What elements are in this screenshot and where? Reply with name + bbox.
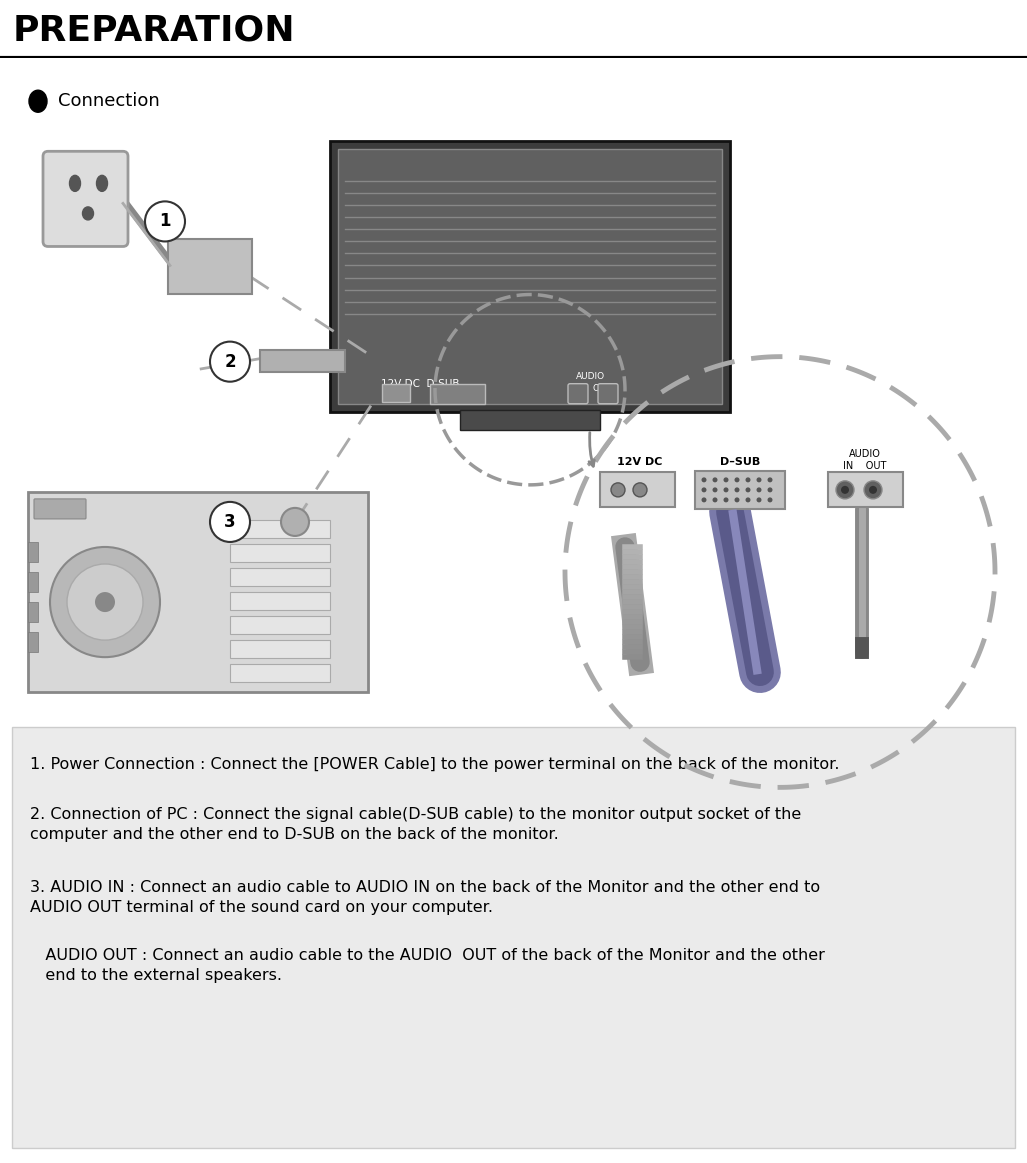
Circle shape bbox=[210, 342, 250, 381]
Circle shape bbox=[767, 487, 772, 492]
FancyBboxPatch shape bbox=[28, 572, 38, 592]
Ellipse shape bbox=[70, 176, 80, 192]
Circle shape bbox=[841, 486, 849, 494]
Circle shape bbox=[869, 486, 877, 494]
Circle shape bbox=[757, 498, 761, 502]
Circle shape bbox=[67, 564, 143, 640]
Circle shape bbox=[757, 477, 761, 483]
FancyBboxPatch shape bbox=[568, 384, 588, 404]
FancyBboxPatch shape bbox=[260, 350, 345, 372]
Text: 2. Connection of PC : Connect the signal cable(D-SUB cable) to the monitor outpu: 2. Connection of PC : Connect the signal… bbox=[30, 807, 801, 822]
FancyBboxPatch shape bbox=[598, 384, 618, 404]
Circle shape bbox=[723, 498, 728, 502]
Circle shape bbox=[50, 547, 160, 657]
Text: 1. Power Connection : Connect the [POWER Cable] to the power terminal on the bac: 1. Power Connection : Connect the [POWER… bbox=[30, 757, 839, 772]
Text: AUDIO: AUDIO bbox=[575, 372, 605, 381]
Circle shape bbox=[864, 480, 882, 499]
Circle shape bbox=[734, 498, 739, 502]
Circle shape bbox=[723, 477, 728, 483]
FancyBboxPatch shape bbox=[34, 499, 86, 519]
Circle shape bbox=[96, 592, 115, 612]
Circle shape bbox=[713, 498, 718, 502]
Circle shape bbox=[767, 477, 772, 483]
Circle shape bbox=[734, 487, 739, 492]
Text: 1: 1 bbox=[159, 213, 170, 230]
Text: D–SUB: D–SUB bbox=[720, 457, 760, 466]
FancyBboxPatch shape bbox=[28, 633, 38, 652]
FancyBboxPatch shape bbox=[28, 492, 368, 692]
FancyBboxPatch shape bbox=[12, 727, 1015, 1148]
FancyBboxPatch shape bbox=[230, 640, 330, 658]
FancyBboxPatch shape bbox=[600, 472, 675, 507]
Circle shape bbox=[767, 498, 772, 502]
Circle shape bbox=[836, 480, 854, 499]
Text: IN: IN bbox=[573, 384, 582, 393]
FancyBboxPatch shape bbox=[695, 471, 785, 509]
Text: AUDIO OUT : Connect an audio cable to the AUDIO  OUT of the back of the Monitor : AUDIO OUT : Connect an audio cable to th… bbox=[30, 948, 825, 963]
Circle shape bbox=[713, 477, 718, 483]
Text: 3. AUDIO IN : Connect an audio cable to AUDIO IN on the back of the Monitor and : 3. AUDIO IN : Connect an audio cable to … bbox=[30, 879, 821, 894]
FancyBboxPatch shape bbox=[43, 151, 128, 247]
Circle shape bbox=[746, 487, 751, 492]
FancyBboxPatch shape bbox=[330, 141, 730, 412]
Circle shape bbox=[701, 498, 707, 502]
FancyBboxPatch shape bbox=[230, 616, 330, 634]
FancyBboxPatch shape bbox=[230, 592, 330, 611]
Text: Connection: Connection bbox=[58, 92, 160, 110]
FancyBboxPatch shape bbox=[28, 602, 38, 622]
Text: 12V DC  D-SUB: 12V DC D-SUB bbox=[381, 379, 459, 388]
Circle shape bbox=[701, 477, 707, 483]
Text: PREPARATION: PREPARATION bbox=[12, 13, 295, 48]
Circle shape bbox=[210, 502, 250, 542]
Circle shape bbox=[734, 477, 739, 483]
Circle shape bbox=[611, 483, 625, 497]
Circle shape bbox=[746, 498, 751, 502]
Ellipse shape bbox=[82, 207, 93, 220]
Text: end to the external speakers.: end to the external speakers. bbox=[30, 968, 282, 983]
Circle shape bbox=[713, 487, 718, 492]
FancyBboxPatch shape bbox=[230, 664, 330, 683]
FancyBboxPatch shape bbox=[28, 542, 38, 562]
Circle shape bbox=[281, 508, 309, 536]
Text: AUDIO OUT terminal of the sound card on your computer.: AUDIO OUT terminal of the sound card on … bbox=[30, 899, 493, 914]
FancyBboxPatch shape bbox=[460, 409, 600, 430]
FancyBboxPatch shape bbox=[382, 384, 410, 401]
Ellipse shape bbox=[29, 91, 47, 113]
FancyBboxPatch shape bbox=[430, 384, 485, 404]
Text: OUT: OUT bbox=[593, 384, 611, 393]
Text: computer and the other end to D-SUB on the back of the monitor.: computer and the other end to D-SUB on t… bbox=[30, 827, 559, 842]
Circle shape bbox=[723, 487, 728, 492]
Circle shape bbox=[145, 201, 185, 242]
Text: 2: 2 bbox=[224, 352, 236, 371]
FancyBboxPatch shape bbox=[338, 149, 722, 404]
Ellipse shape bbox=[97, 176, 108, 192]
Text: 3: 3 bbox=[224, 513, 236, 531]
Text: 12V DC: 12V DC bbox=[617, 457, 662, 466]
Circle shape bbox=[701, 487, 707, 492]
Circle shape bbox=[746, 477, 751, 483]
FancyBboxPatch shape bbox=[230, 520, 330, 538]
FancyBboxPatch shape bbox=[828, 472, 903, 507]
FancyBboxPatch shape bbox=[230, 544, 330, 562]
FancyBboxPatch shape bbox=[168, 240, 252, 293]
FancyBboxPatch shape bbox=[230, 568, 330, 586]
Circle shape bbox=[757, 487, 761, 492]
Text: AUDIO
IN    OUT: AUDIO IN OUT bbox=[843, 449, 886, 471]
Circle shape bbox=[633, 483, 647, 497]
